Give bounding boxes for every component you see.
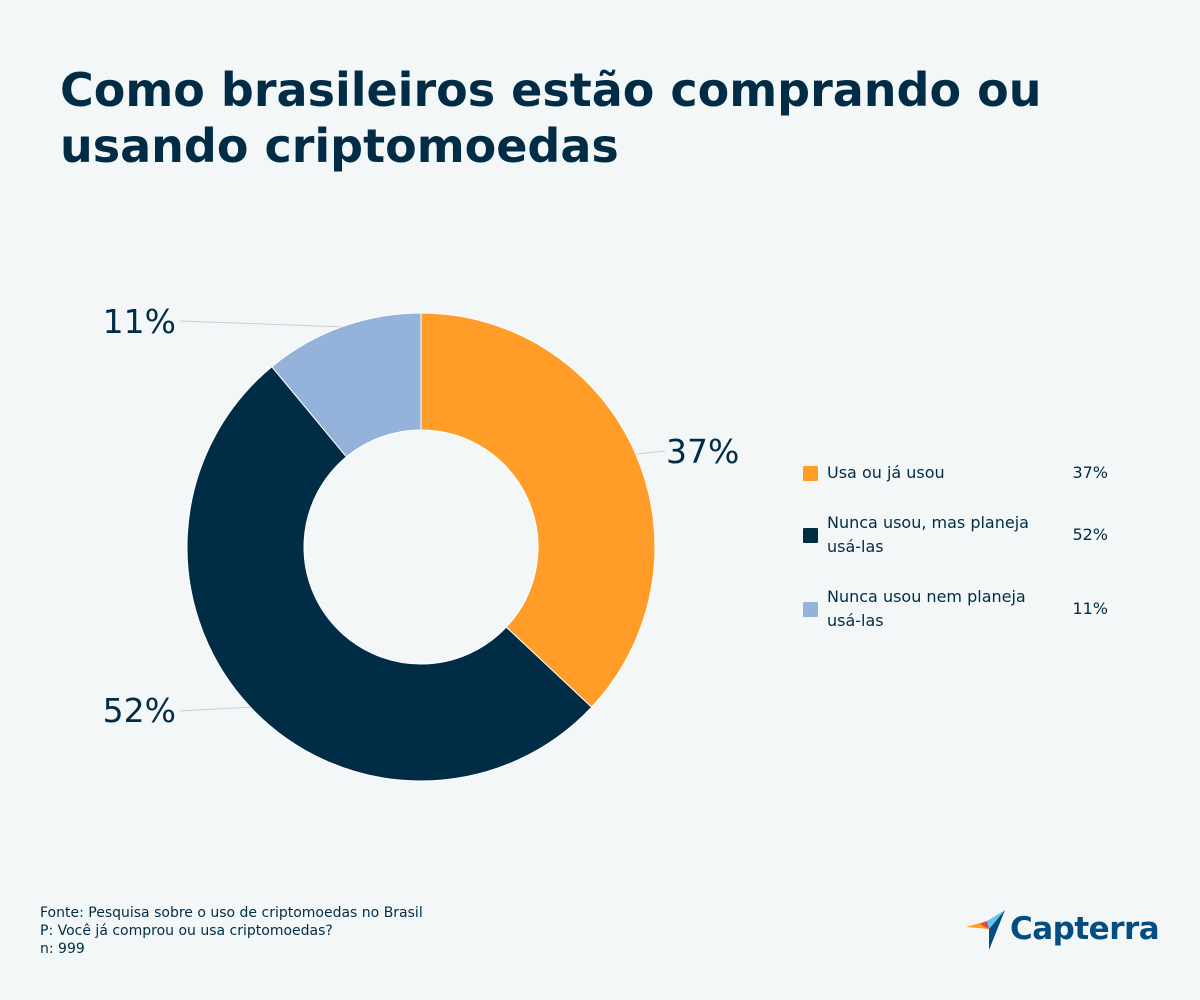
legend-label: Nunca usou nem planeja usá-las — [827, 587, 1026, 630]
legend-swatch — [803, 601, 818, 617]
chart-title: Como brasileiros estão comprando ou usan… — [60, 63, 1042, 173]
legend-swatch — [803, 527, 818, 543]
sample-size-note: n: 999 — [40, 941, 85, 957]
capterra-arrow-icon — [966, 910, 1005, 950]
legend-value: 37% — [1072, 463, 1108, 482]
legend-label: Nunca usou, mas planeja usá-las — [827, 513, 1029, 556]
slice-value-label: 52% — [103, 691, 176, 730]
leader-line — [635, 450, 666, 455]
slice-planeja — [186, 365, 593, 782]
slice-usa — [420, 312, 656, 708]
legend-value: 52% — [1072, 525, 1108, 544]
logo-text: Capterra — [1010, 911, 1160, 947]
leader-line — [179, 320, 342, 328]
slice-labels: 37% 52% 11% — [103, 302, 740, 730]
leader-lines — [179, 320, 666, 712]
legend-value: 11% — [1072, 599, 1108, 618]
leader-line — [179, 706, 251, 712]
chart-footer: Fonte: Pesquisa sobre o uso de criptomoe… — [40, 904, 423, 958]
slice-value-label: 11% — [103, 302, 176, 341]
question-note: P: Você já comprou ou usa criptomoedas? — [40, 923, 333, 939]
source-note: Fonte: Pesquisa sobre o uso de criptomoe… — [40, 905, 423, 921]
legend-item-planeja: Nunca usou, mas planeja usá-las 52% — [803, 511, 1108, 559]
legend-swatch — [803, 465, 818, 481]
slice-value-label: 37% — [666, 432, 739, 471]
donut-slices — [186, 312, 656, 782]
legend-label: Usa ou já usou — [827, 463, 945, 482]
legend-item-usa: Usa ou já usou 37% — [803, 461, 1108, 485]
legend-item-nem-planeja: Nunca usou nem planeja usá-las 11% — [803, 585, 1108, 633]
slice-nem-planeja — [271, 312, 422, 458]
capterra-logo: Capterra — [966, 908, 1160, 950]
